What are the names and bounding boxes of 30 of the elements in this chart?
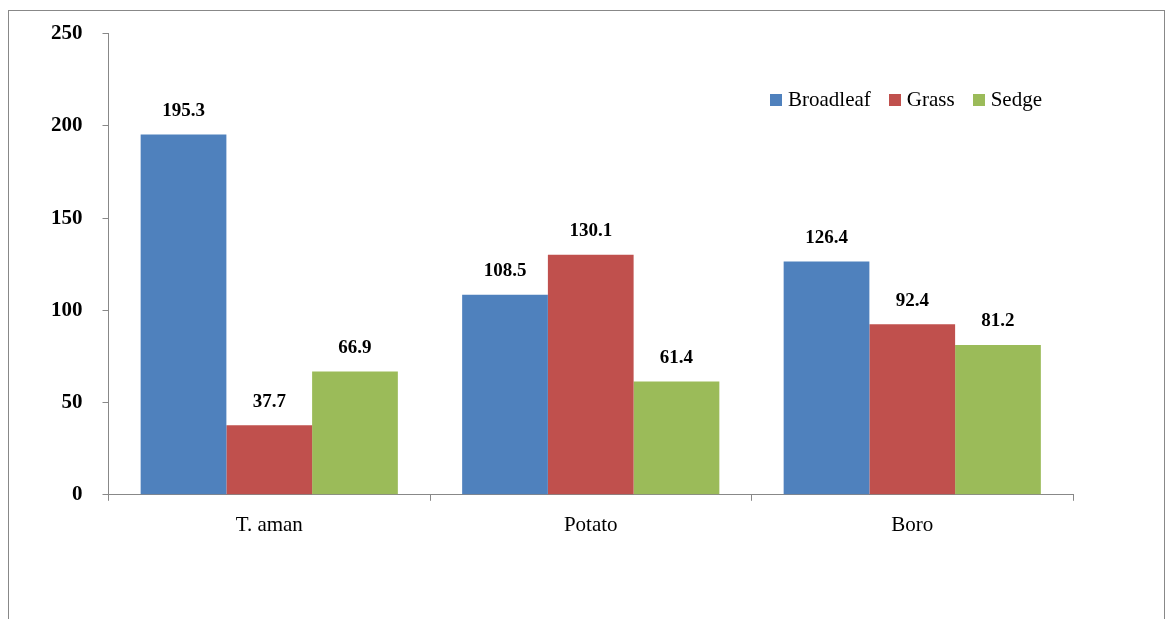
x-tick-label: T. aman <box>235 511 304 536</box>
y-tick-label: 100 <box>51 296 83 321</box>
data-label: 130.1 <box>569 219 613 241</box>
bar <box>226 425 313 495</box>
legend-label: Grass <box>906 87 955 112</box>
y-tick-label: 200 <box>51 112 83 137</box>
legend-label: Broadleaf <box>788 87 871 112</box>
y-tick-label: 150 <box>51 204 83 229</box>
x-tick-label: Boro <box>891 511 934 536</box>
bar <box>140 134 227 495</box>
y-tick-label: 50 <box>61 388 83 413</box>
data-label: 195.3 <box>162 98 205 120</box>
data-label: 61.4 <box>659 345 694 367</box>
x-tick-label: Potato <box>563 511 618 536</box>
bar <box>312 371 398 495</box>
data-label: 81.2 <box>981 309 1015 331</box>
data-label: 108.5 <box>483 259 527 281</box>
y-tick-label: 0 <box>72 481 83 506</box>
bar <box>955 345 1041 495</box>
bar <box>633 381 720 495</box>
bar <box>783 261 870 495</box>
data-label: 37.7 <box>252 389 287 411</box>
data-label: 126.4 <box>805 226 849 248</box>
data-label: 92.4 <box>895 288 930 310</box>
y-tick-label: 250 <box>51 20 83 45</box>
data-label: 66.9 <box>338 335 372 357</box>
bar <box>462 294 548 495</box>
bar <box>547 254 634 495</box>
legend-label: Sedge <box>990 87 1042 112</box>
bar <box>869 324 956 495</box>
